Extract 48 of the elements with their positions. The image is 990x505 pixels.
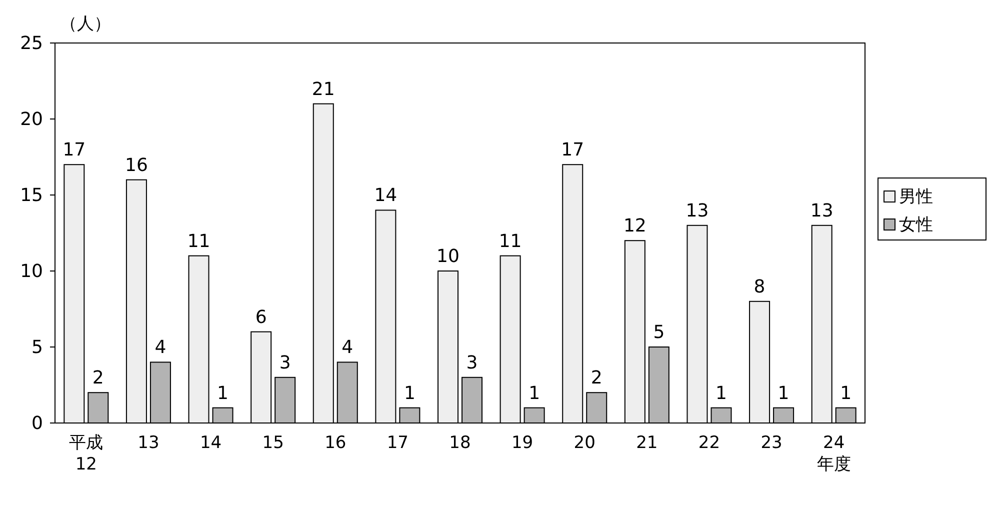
- y-tick-label: 0: [32, 413, 43, 434]
- text: （人）: [60, 14, 111, 34]
- y-tick-label: 15: [20, 185, 43, 206]
- data-label: 16: [125, 154, 148, 176]
- x-tick-label: 23: [760, 433, 782, 453]
- data-label: 1: [778, 382, 790, 404]
- y-tick-label: 25: [20, 33, 43, 54]
- data-label: 10: [436, 246, 460, 267]
- data-label: 14: [374, 185, 398, 206]
- y-tick-label: 10: [20, 261, 43, 282]
- data-label: 13: [810, 200, 834, 222]
- x-tick-label: 21: [636, 433, 658, 453]
- x-tick-label: 20: [574, 433, 596, 453]
- x-tick-label: 18: [449, 433, 471, 453]
- legend-label: 女性: [899, 215, 933, 235]
- x-tick-label: 22: [698, 433, 720, 453]
- x-tick-label: 13: [138, 433, 160, 453]
- legend-label: 男性: [899, 187, 933, 207]
- x-tick-label: 15: [262, 433, 284, 453]
- data-label: 11: [498, 230, 522, 252]
- data-label: 17: [62, 140, 86, 161]
- data-label: 2: [92, 368, 104, 389]
- data-label: 4: [342, 337, 354, 358]
- data-label: 21: [312, 78, 335, 100]
- data-label: 1: [404, 382, 416, 404]
- data-label: 6: [255, 306, 267, 328]
- x-tick-label: 24年度: [816, 433, 851, 474]
- x-tick-label: 17: [386, 433, 409, 453]
- data-label: 17: [561, 140, 584, 161]
- data-label: 1: [528, 382, 540, 404]
- data-label: 1: [217, 382, 228, 404]
- data-label: 2: [590, 368, 602, 389]
- x-tick-label: 平成12: [69, 433, 104, 474]
- data-label: 13: [686, 200, 709, 222]
- x-tick-label: 14: [200, 433, 222, 453]
- data-label: 1: [716, 382, 727, 404]
- y-tick-label: 20: [20, 109, 43, 130]
- data-label: 1: [840, 382, 852, 404]
- data-label: 11: [187, 230, 210, 252]
- y-tick-label: 5: [32, 337, 43, 358]
- data-label: 3: [466, 352, 478, 374]
- data-label: 12: [623, 216, 646, 237]
- data-label: 8: [754, 276, 766, 298]
- x-tick-label: 19: [511, 433, 534, 453]
- x-tick-label: 16: [324, 433, 346, 453]
- data-label: 5: [653, 322, 665, 343]
- data-label: 4: [154, 337, 166, 358]
- data-label: 3: [279, 352, 291, 374]
